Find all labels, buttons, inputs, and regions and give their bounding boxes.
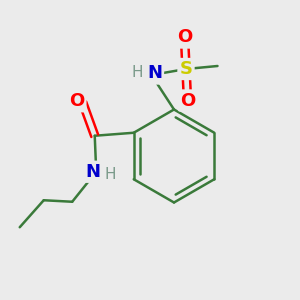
Text: S: S <box>179 60 193 78</box>
Text: O: O <box>177 28 192 46</box>
Text: N: N <box>86 163 101 181</box>
Text: O: O <box>180 92 195 110</box>
Text: H: H <box>131 65 143 80</box>
Text: O: O <box>69 92 84 110</box>
Text: H: H <box>105 167 116 182</box>
Text: N: N <box>147 64 162 82</box>
